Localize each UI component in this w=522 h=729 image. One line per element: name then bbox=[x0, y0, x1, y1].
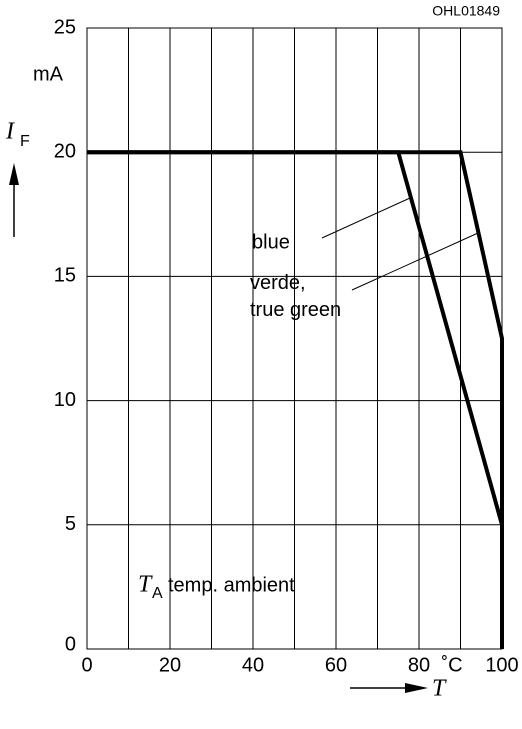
leader-line bbox=[351, 232, 479, 291]
y-tick-label: 20 bbox=[54, 140, 76, 162]
series-label: verde, true green bbox=[250, 272, 342, 321]
x-tick-label: 40 bbox=[242, 654, 264, 676]
y-tick-label: 5 bbox=[65, 513, 76, 535]
y-tick-label: 10 bbox=[54, 389, 76, 411]
x-tick-label: 60 bbox=[325, 654, 347, 676]
x-unit: ˚C bbox=[441, 654, 462, 676]
annotation-text: temp. ambient bbox=[168, 574, 295, 596]
x-label: T bbox=[432, 676, 447, 702]
x-tick-label: 100 bbox=[485, 654, 518, 676]
x-tick-label: 80 bbox=[408, 654, 430, 676]
line bbox=[87, 150, 504, 649]
y-tick-label: 0 bbox=[65, 633, 76, 655]
x-arrowhead bbox=[405, 683, 428, 693]
y-label: I bbox=[5, 119, 15, 145]
y-unit: mA bbox=[33, 63, 64, 85]
y-tick-label: 25 bbox=[54, 16, 76, 38]
annotation-symbol: T bbox=[138, 572, 153, 598]
leader-line bbox=[321, 197, 411, 239]
annotation-subscript: A bbox=[152, 585, 163, 602]
y-label-subscript: F bbox=[20, 133, 30, 150]
y-arrowhead bbox=[9, 163, 19, 185]
y-tick-label: 15 bbox=[54, 265, 76, 287]
x-tick-label: 0 bbox=[81, 654, 92, 676]
figure-id: OHL01849 bbox=[432, 3, 500, 19]
x-tick-label: 20 bbox=[159, 654, 181, 676]
series-label: blue bbox=[252, 231, 290, 253]
